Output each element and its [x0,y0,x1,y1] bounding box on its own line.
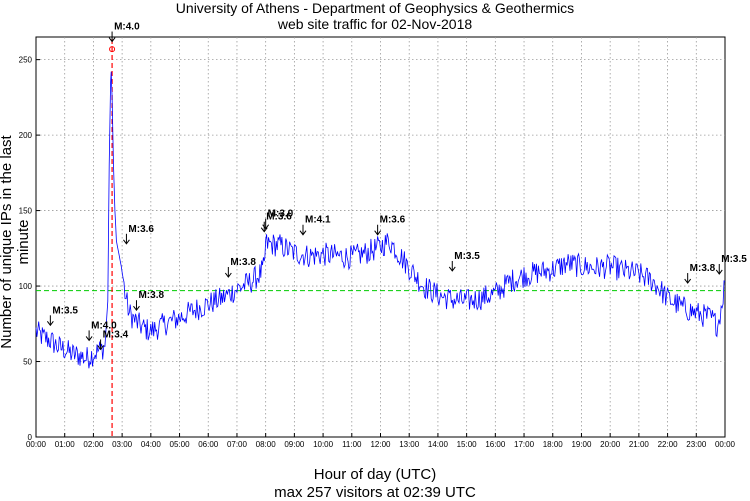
x-tick-label: 03:00 [112,440,133,449]
earthquake-label: M:3.6 [266,212,292,223]
chart-caption: max 257 visitors at 02:39 UTC [274,484,476,501]
y-axis-label: Number of unique IPs in the last minute [0,135,32,349]
x-tick-label: 11:00 [342,440,362,449]
traffic-series-line [35,71,726,369]
down-arrow-head-icon [85,336,93,342]
x-tick-label: 02:00 [83,440,104,449]
earthquake-label: M:4.0 [91,320,117,331]
x-tick-label: 21:00 [629,440,650,449]
earthquake-label: M:3.8 [690,263,716,274]
x-tick-label: 20:00 [600,440,621,449]
earthquake-label: M:3.6 [380,215,406,226]
x-tick-label: 08:00 [256,440,277,449]
x-tick-label: 06:00 [198,440,219,449]
down-arrow-head-icon [448,266,456,272]
earthquake-label: M:3.5 [721,254,747,265]
down-arrow-head-icon [715,269,723,275]
earthquake-label: M:3.5 [454,251,480,262]
down-arrow-head-icon [374,230,382,236]
x-tick-label: 23:00 [686,440,707,449]
x-tick-label: 19:00 [571,440,592,449]
x-tick-label: 09:00 [284,440,305,449]
y-tick-label: 200 [19,131,33,140]
x-tick-label: 17:00 [514,440,535,449]
chart-title: University of Athens - Department of Geo… [175,0,575,16]
y-tick-label: 250 [19,56,33,65]
x-tick-label: 04:00 [141,440,162,449]
x-tick-label: 07:00 [227,440,248,449]
earthquake-label: M:3.8 [138,290,164,301]
down-arrow-head-icon [299,230,307,236]
x-tick-label: 00:00 [715,440,736,449]
x-tick-label: 05:00 [170,440,191,449]
down-arrow-head-icon [262,224,270,230]
x-tick-label: 00:00 [26,440,47,449]
earthquake-label: M:3.8 [230,257,256,268]
x-tick-label: 12:00 [370,440,391,449]
down-arrow-head-icon [108,37,116,43]
down-arrow-head-icon [684,278,692,284]
x-tick-label: 16:00 [485,440,506,449]
x-axis-label: Hour of day (UTC) [313,466,437,483]
earthquake-label: M:4.1 [305,215,331,226]
peak-marker [109,46,116,53]
down-arrow-head-icon [97,345,104,351]
earthquake-label: M:3.5 [52,305,78,316]
earthquake-label: M:3.4 [103,329,129,340]
x-tick-label: 10:00 [313,440,334,449]
y-tick-label: 100 [19,282,33,291]
x-tick-label: 01:00 [55,440,76,449]
down-arrow-head-icon [123,239,130,245]
down-arrow-head-icon [224,272,232,278]
earthquake-label: M:3.6 [128,224,154,235]
x-tick-label: 13:00 [399,440,420,449]
x-tick-label: 22:00 [658,440,679,449]
x-tick-label: 18:00 [543,440,564,449]
down-arrow-head-icon [260,227,268,233]
y-tick-label: 50 [23,358,32,367]
chart-subtitle: web site traffic for 02-Nov-2018 [277,16,473,32]
down-arrow-head-icon [133,305,140,312]
y-tick-label: 150 [19,207,33,216]
earthquake-label: M:4.0 [114,22,140,33]
x-tick-label: 14:00 [428,440,449,449]
x-tick-label: 15:00 [457,440,478,449]
earthquake-label: M:3.0 [268,209,294,220]
y-tick-label: 0 [28,433,33,442]
down-arrow-head-icon [46,321,54,327]
